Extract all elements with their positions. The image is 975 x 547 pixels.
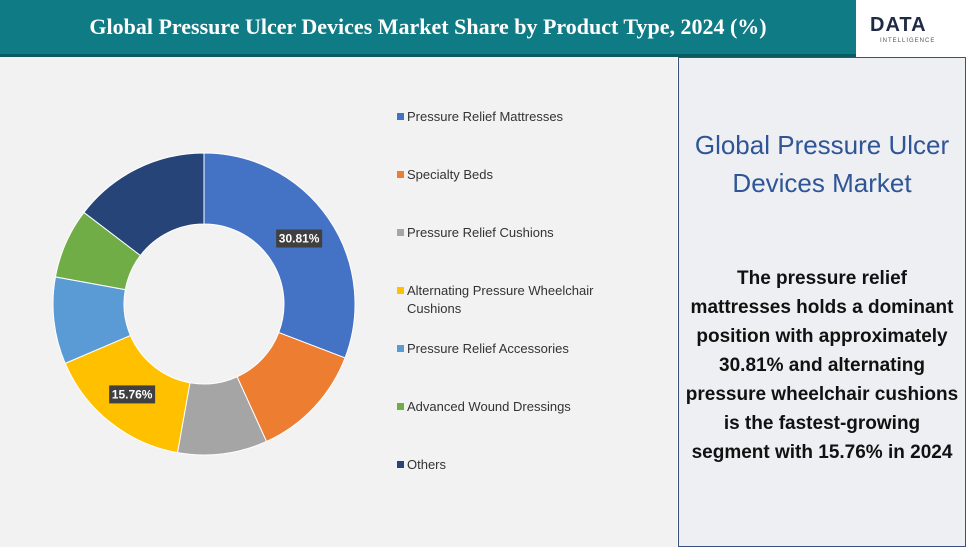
legend-swatch bbox=[397, 229, 404, 236]
legend-item: Others bbox=[397, 456, 637, 474]
legend-swatch bbox=[397, 461, 404, 468]
legend-label: Alternating Pressure Wheelchair Cushions bbox=[407, 283, 594, 316]
panel-text: The pressure relief mattresses holds a d… bbox=[685, 268, 959, 463]
logo-sub: INTELLIGENCE bbox=[880, 38, 936, 44]
legend-swatch bbox=[397, 171, 404, 178]
legend-item: Specialty Beds bbox=[397, 166, 637, 184]
data-label: 30.81% bbox=[279, 232, 320, 246]
legend-item: Pressure Relief Mattresses bbox=[397, 108, 637, 126]
legend-swatch bbox=[397, 287, 404, 294]
chart-title: Global Pressure Ulcer Devices Market Sha… bbox=[89, 14, 767, 39]
legend-item: Advanced Wound Dressings bbox=[397, 398, 637, 416]
side-panel: Global Pressure Ulcer Devices Market The… bbox=[678, 57, 966, 547]
logo-name: DATA bbox=[870, 14, 927, 36]
data-label: 15.76% bbox=[112, 387, 153, 401]
legend-label: Specialty Beds bbox=[407, 167, 493, 182]
legend-item: Pressure Relief Accessories bbox=[397, 340, 637, 358]
legend-label: Pressure Relief Accessories bbox=[407, 341, 569, 356]
data-label-box bbox=[109, 385, 156, 404]
data-label-box bbox=[276, 229, 323, 248]
legend-swatch bbox=[397, 403, 404, 410]
legend-label: Pressure Relief Cushions bbox=[407, 225, 554, 240]
legend-label: Others bbox=[407, 457, 447, 472]
header-bar bbox=[0, 0, 856, 57]
chart: 30.81% 15.76% bbox=[52, 152, 356, 456]
donut-segment bbox=[203, 152, 356, 359]
legend-item: Pressure Relief Cushions bbox=[397, 224, 637, 242]
logo: DATA INTELLIGENCE bbox=[860, 6, 970, 50]
panel-heading: Global Pressure Ulcer Devices Market bbox=[694, 130, 950, 198]
legend-swatch bbox=[397, 345, 404, 352]
legend-label: Pressure Relief Mattresses bbox=[407, 109, 564, 124]
donut-segment bbox=[83, 152, 205, 257]
legend-label: Advanced Wound Dressings bbox=[407, 399, 571, 414]
legend-swatch bbox=[397, 113, 404, 120]
legend-item: Alternating Pressure Wheelchair Cushions bbox=[397, 282, 637, 318]
